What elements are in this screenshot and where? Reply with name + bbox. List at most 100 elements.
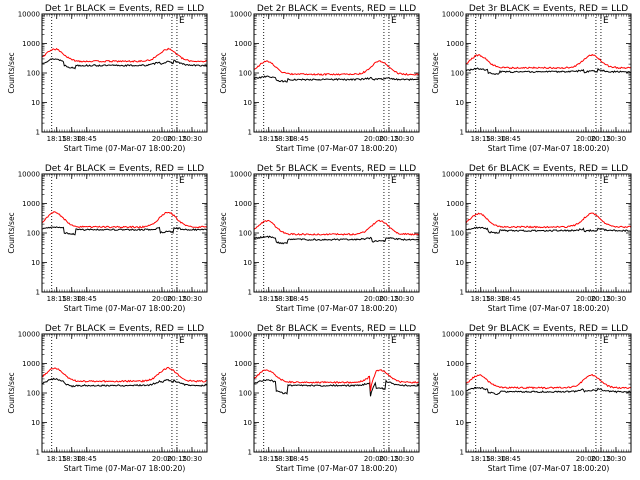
y-tick-label: 1 [248,449,252,457]
plot-frame [41,173,208,293]
y-tick-label: 10 [31,99,40,107]
series-events-line [42,58,208,70]
x-tick-label: 20:00 [576,135,596,143]
corner-label: E [603,176,609,186]
y-tick-label: 1 [248,289,252,297]
y-axis-label: Counts/sec [219,212,228,253]
series-events-line [253,379,420,397]
panel-title: Det 5r BLACK = Events, RED = LLD [257,164,416,174]
x-tick-label: 18:30 [62,295,82,303]
y-tick-label: 1000 [446,40,464,48]
y-tick-label: 1000 [22,360,40,368]
plot-frame [465,333,632,453]
y-tick-label: 10 [455,99,464,107]
panel: Det 8r BLACK = Events, RED = LLD E 1 10 100 1… [219,324,420,473]
x-axis-label: Start Time (07-Mar-07 18:00:20) [276,304,398,313]
y-tick-label: 10000 [442,331,464,339]
y-tick-label: 1000 [234,360,252,368]
y-tick-label: 1 [36,129,40,137]
y-tick-label: 1 [36,449,40,457]
x-tick-label: 20:15 [167,455,187,463]
x-tick-label: 20:15 [591,455,611,463]
y-tick-label: 1 [36,289,40,297]
series-lld-line [465,53,632,70]
panel: Det 9r BLACK = Events, RED = LLD E 1 10 100 1… [431,324,632,473]
y-tick-label: 10 [243,259,252,267]
x-tick-label: 20:00 [364,135,384,143]
y-tick-label: 10 [455,259,464,267]
x-tick-label: 18:15 [471,455,491,463]
x-tick-label: 18:30 [486,455,506,463]
panel: Det 1r BLACK = Events, RED = LLD E 1 10 100 1… [7,4,208,153]
x-tick-label: 18:45 [289,135,309,143]
x-tick-label: 18:30 [486,135,506,143]
plot-frame [253,13,420,133]
x-tick-label: 18:45 [501,295,521,303]
series-events-line [253,75,420,83]
panel-title: Det 9r BLACK = Events, RED = LLD [469,324,628,334]
y-tick-label: 100 [239,70,252,78]
plot-frame [253,333,420,453]
plot-frame [41,13,208,133]
y-tick-label: 10000 [18,171,40,179]
corner-label: E [179,176,185,186]
x-tick-label: 20:30 [182,295,202,303]
x-axis-label: Start Time (07-Mar-07 18:00:20) [276,464,398,473]
x-tick-label: 18:15 [259,295,279,303]
x-axis-label: Start Time (07-Mar-07 18:00:20) [64,464,186,473]
x-tick-label: 18:45 [501,135,521,143]
x-tick-label: 20:15 [167,295,187,303]
x-tick-label: 20:00 [152,135,172,143]
panel-title: Det 8r BLACK = Events, RED = LLD [257,324,416,334]
y-tick-label: 1 [460,449,464,457]
y-tick-label: 10000 [442,11,464,19]
y-axis-label: Counts/sec [7,372,16,413]
y-tick-label: 10000 [230,11,252,19]
corner-label: E [391,16,397,26]
x-tick-label: 20:15 [591,295,611,303]
y-tick-label: 100 [239,230,252,238]
panel-title: Det 7r BLACK = Events, RED = LLD [45,324,204,334]
y-axis-label: Counts/sec [219,372,228,413]
series-events-line [465,67,631,75]
x-tick-label: 18:45 [289,295,309,303]
x-tick-label: 18:15 [471,295,491,303]
y-tick-label: 100 [451,70,464,78]
series-events-line [41,377,208,388]
x-tick-label: 18:30 [62,135,82,143]
plot-frame [465,13,632,133]
y-tick-label: 10 [31,259,40,267]
y-axis-label: Counts/sec [7,212,16,253]
y-axis-label: Counts/sec [431,212,440,253]
x-tick-label: 20:15 [379,455,399,463]
y-tick-label: 10000 [230,331,252,339]
x-tick-label: 20:00 [364,455,384,463]
y-tick-label: 100 [451,390,464,398]
y-tick-label: 1000 [234,200,252,208]
x-tick-label: 18:15 [47,455,67,463]
panel: Det 3r BLACK = Events, RED = LLD E 1 10 100 1… [431,4,632,153]
x-tick-label: 20:00 [576,455,596,463]
series-lld-line [253,219,420,236]
y-tick-label: 1000 [446,360,464,368]
y-tick-label: 100 [27,390,40,398]
x-tick-label: 18:30 [62,455,82,463]
x-tick-label: 20:30 [394,295,414,303]
x-tick-label: 18:45 [77,295,97,303]
y-tick-label: 10000 [18,11,40,19]
y-tick-label: 100 [451,230,464,238]
x-tick-label: 20:00 [152,455,172,463]
x-axis-label: Start Time (07-Mar-07 18:00:20) [488,144,610,153]
series-events-line [465,387,632,396]
panel-title: Det 3r BLACK = Events, RED = LLD [469,4,628,14]
x-tick-label: 18:15 [47,135,67,143]
series-lld-line [465,373,632,390]
x-tick-label: 18:30 [274,135,294,143]
x-tick-label: 20:30 [182,455,202,463]
y-tick-label: 10 [455,419,464,427]
y-tick-label: 1 [460,289,464,297]
series-lld-line [253,369,420,392]
x-tick-label: 20:00 [576,295,596,303]
x-tick-label: 20:15 [591,135,611,143]
